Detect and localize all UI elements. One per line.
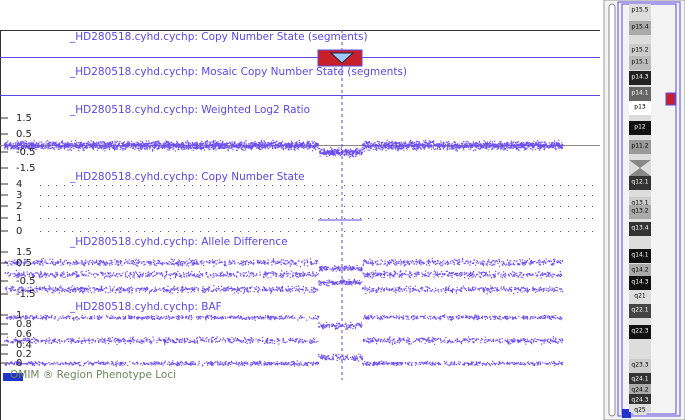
track-title: _HD280518.cyhd.cychp: Mosaic Copy Number… bbox=[69, 66, 407, 78]
ideogram-frame bbox=[617, 1, 681, 417]
band-label: q12.1 bbox=[631, 179, 648, 186]
band-label: q13.1 bbox=[631, 200, 648, 207]
band-label: q22.3 bbox=[631, 328, 648, 335]
band-label: p15.5 bbox=[631, 7, 648, 14]
band bbox=[629, 71, 651, 85]
axis-label: -1.5 bbox=[16, 163, 36, 174]
band bbox=[629, 205, 651, 219]
band bbox=[629, 394, 651, 404]
band-label: q14.2 bbox=[631, 267, 648, 274]
axis-label: 3 bbox=[16, 190, 22, 201]
band-label: q24.2 bbox=[631, 387, 648, 394]
band bbox=[629, 140, 651, 154]
band bbox=[629, 384, 651, 394]
zoom-badge bbox=[622, 409, 631, 418]
point-cloud bbox=[4, 314, 564, 367]
band bbox=[629, 290, 651, 304]
axis-label: 0.5 bbox=[16, 129, 32, 140]
track-title: _HD280518.cyhd.cychp: Weighted Log2 Rati… bbox=[69, 104, 310, 116]
band-label: q13.2 bbox=[631, 208, 648, 215]
axis-label: 1.5 bbox=[16, 113, 32, 124]
band bbox=[629, 264, 651, 276]
axis-label: 0.5 bbox=[16, 258, 32, 269]
axis-label: 0 bbox=[16, 358, 22, 369]
band bbox=[629, 176, 651, 190]
badge bbox=[3, 373, 23, 381]
axis-label: 0.2 bbox=[16, 349, 32, 360]
track-title: _HD280518.cyhd.cychp: BAF bbox=[69, 301, 222, 313]
axis-label: 1.5 bbox=[16, 247, 32, 258]
omim-label: OMIM ® Region Phenotype Loci bbox=[10, 369, 176, 381]
band bbox=[629, 44, 651, 56]
band bbox=[629, 222, 651, 236]
track-title: _HD280518.cyhd.cychp: Copy Number State bbox=[69, 171, 305, 183]
band bbox=[629, 359, 651, 373]
ideogram-panel: p15.5 p15.4 p15.2 p15.1 p14.3 p14.1 p13 p12 p11.… bbox=[603, 0, 685, 420]
band bbox=[629, 197, 651, 205]
band-label: q24.3 bbox=[631, 397, 648, 404]
band-label: p15.2 bbox=[631, 47, 648, 54]
band bbox=[629, 276, 651, 290]
band bbox=[629, 101, 651, 115]
band-label: p14.1 bbox=[631, 90, 648, 97]
track-title: _HD280518.cyhd.cychp: Allele Difference bbox=[69, 236, 288, 248]
band-label: q22.1 bbox=[631, 307, 648, 314]
axis-label: 1 bbox=[16, 213, 22, 224]
band bbox=[629, 325, 651, 339]
marker-arrow bbox=[329, 52, 355, 64]
axis-label: 0.8 bbox=[16, 319, 32, 330]
band-label: p13 bbox=[634, 104, 646, 111]
band-label: p15.1 bbox=[631, 59, 648, 66]
axis-label: 2 bbox=[16, 201, 22, 212]
band bbox=[629, 249, 651, 263]
band-label: q14.3 bbox=[631, 279, 648, 286]
band-label: q24.1 bbox=[631, 376, 648, 383]
band bbox=[629, 4, 651, 18]
band-label: p11.2 bbox=[631, 143, 648, 150]
band bbox=[629, 373, 651, 384]
band-label: p15.4 bbox=[631, 24, 648, 31]
axis-label: 0.4 bbox=[16, 340, 32, 351]
position-marker[interactable] bbox=[665, 92, 676, 106]
point-cloud bbox=[3, 139, 564, 158]
band-label: p12 bbox=[634, 124, 646, 131]
scrollbar[interactable] bbox=[608, 3, 616, 417]
axis-label: 4 bbox=[16, 179, 22, 190]
axis-label: 1 bbox=[16, 310, 22, 321]
axis-label: -1.5 bbox=[16, 289, 36, 300]
band-label: q23.3 bbox=[631, 362, 648, 369]
band bbox=[629, 87, 651, 101]
band-label: q13.4 bbox=[631, 225, 648, 232]
band bbox=[629, 304, 651, 318]
track-title: _HD280518.cyhd.cychp: Copy Number State … bbox=[69, 31, 368, 43]
point-cloud bbox=[4, 257, 564, 295]
axis-label: -0.5 bbox=[16, 276, 36, 287]
data-points bbox=[3, 139, 593, 367]
axis-label: -0.5 bbox=[16, 147, 36, 158]
band bbox=[629, 21, 651, 35]
band bbox=[629, 56, 651, 70]
band-label: p14.3 bbox=[631, 74, 648, 81]
band-label: q21 bbox=[634, 293, 646, 300]
axis-label: 0 bbox=[16, 226, 22, 237]
axis-label: 0.6 bbox=[16, 329, 32, 340]
band-label: q25 bbox=[634, 407, 646, 414]
band bbox=[629, 404, 651, 412]
band bbox=[629, 121, 651, 135]
centromere bbox=[629, 160, 651, 176]
band-label: q14.1 bbox=[631, 252, 648, 259]
